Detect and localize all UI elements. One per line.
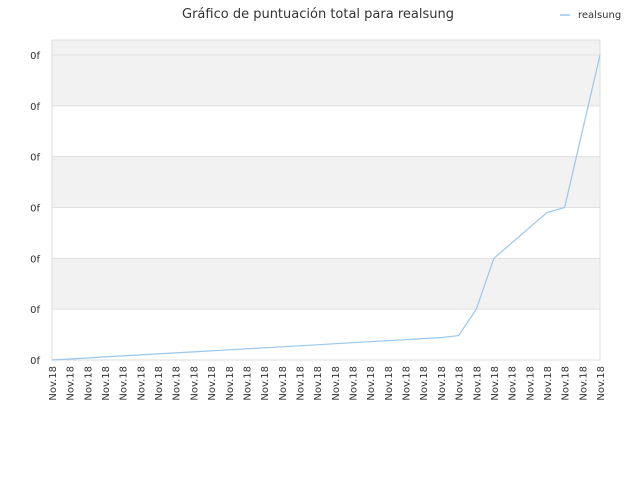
legend-label: realsung [578, 10, 621, 21]
x-tick-label: Nov.18 [278, 366, 289, 401]
x-tick-label: Nov.18 [331, 366, 342, 401]
plot-band [52, 105, 600, 157]
x-tick-label: Nov.18 [172, 366, 183, 401]
y-tick-label: 0f [30, 204, 40, 215]
plot-bands [52, 40, 600, 360]
x-tick-label: Nov.18 [578, 366, 589, 401]
plot-band [52, 207, 600, 259]
x-tick-label: Nov.18 [490, 366, 501, 401]
x-tick-label: Nov.18 [136, 366, 147, 401]
series-line [51, 54, 601, 361]
plot-band [52, 309, 600, 360]
y-tick-label: 0f [30, 356, 40, 367]
y-tick-label: 0f [30, 254, 40, 265]
x-tick-label: Nov.18 [66, 366, 77, 401]
x-tick-label: Nov.18 [437, 366, 448, 401]
x-tick-label: Nov.18 [366, 366, 377, 401]
x-tick-label: Nov.18 [313, 366, 324, 401]
x-tick-label: Nov.18 [154, 366, 165, 401]
x-tick-label: Nov.18 [419, 366, 430, 401]
x-tick-label: Nov.18 [189, 366, 200, 401]
plot-band [52, 156, 600, 208]
plot-band [52, 55, 600, 106]
x-tick-label: Nov.18 [242, 366, 253, 401]
x-tick-label: Nov.18 [225, 366, 236, 401]
series-layer [51, 54, 601, 361]
x-tick-label: Nov.18 [101, 366, 112, 401]
x-tick-label: Nov.18 [596, 366, 607, 401]
x-tick-label: Nov.18 [384, 366, 395, 401]
y-tick-label: 0f [30, 305, 40, 316]
y-tick-label: 0f [30, 51, 40, 62]
x-tick-label: Nov.18 [119, 366, 130, 401]
plot-band [52, 258, 600, 310]
x-tick-label: Nov.18 [455, 366, 466, 401]
x-tick-label: Nov.18 [543, 366, 554, 401]
y-tick-label: 0f [30, 102, 40, 113]
x-tick-label: Nov.18 [472, 366, 483, 401]
y-tick-label: 0f [30, 153, 40, 164]
x-axis-ticks: Nov.18 Nov.18 Nov.18 Nov.18 Nov.18 Nov.18 Nov.… [48, 366, 607, 401]
x-tick-label: Nov.18 [48, 366, 59, 401]
chart-title: Gráfico de puntuación total para realsun… [182, 7, 454, 22]
gridlines [52, 54, 600, 361]
x-tick-label: Nov.18 [295, 366, 306, 401]
x-tick-label: Nov.18 [561, 366, 572, 401]
x-tick-label: Nov.18 [260, 366, 271, 401]
x-tick-label: Nov.18 [207, 366, 218, 401]
legend: realsung [560, 10, 621, 21]
y-axis-ticks: 0f 0f 0f 0f 0f 0f 0f [30, 51, 40, 367]
plot-band [52, 40, 600, 55]
x-tick-label: Nov.18 [402, 366, 413, 401]
x-tick-label: Nov.18 [525, 366, 536, 401]
plot-frame [51, 39, 601, 361]
x-tick-label: Nov.18 [349, 366, 360, 401]
x-tick-label: Nov.18 [83, 366, 94, 401]
x-tick-label: Nov.18 [508, 366, 519, 401]
